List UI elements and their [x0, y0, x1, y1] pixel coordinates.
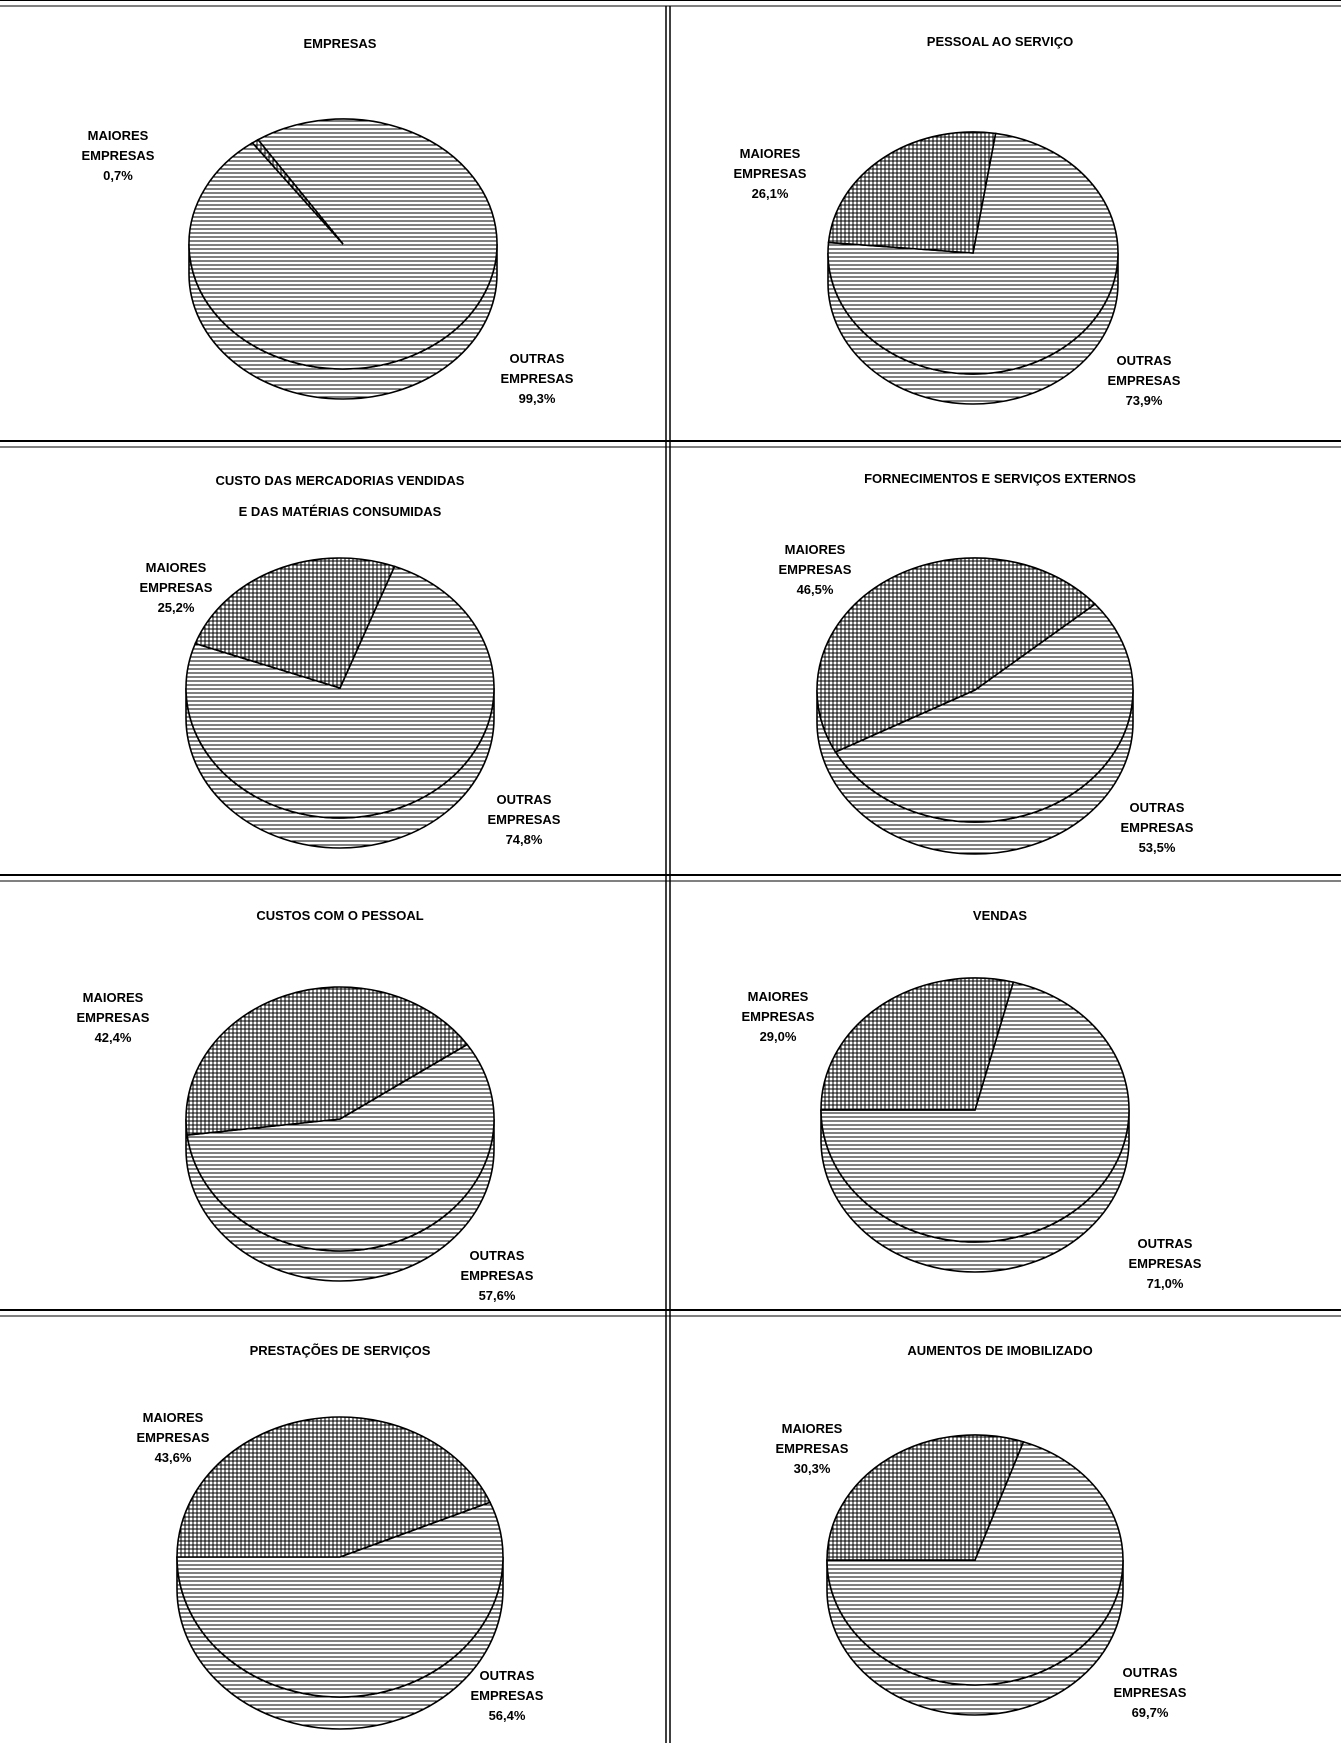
label-maiores-empresas: 25,2%: [158, 600, 195, 615]
slice-outras-empresas: [176, 1501, 504, 1698]
label-maiores-empresas: EMPRESAS: [779, 562, 852, 577]
label-outras-empresas: EMPRESAS: [1108, 373, 1181, 388]
panel-title: AUMENTOS DE IMOBILIZADO: [907, 1343, 1092, 1358]
label-maiores-empresas: MAIORES: [740, 146, 801, 161]
slice-outras-empresas: [834, 603, 1134, 823]
pie-panel: CUSTO DAS MERCADORIAS VENDIDAS E DAS MATÉ…: [140, 473, 561, 849]
slice-maiores-empresas: [820, 977, 1015, 1111]
label-outras-empresas: OUTRAS: [1130, 800, 1185, 815]
pie-panel: FORNECIMENTOS E SERVIÇOS EXTERNOS MAIORES…: [779, 471, 1194, 855]
label-outras-empresas: 71,0%: [1147, 1276, 1184, 1291]
label-maiores-empresas: 26,1%: [752, 186, 789, 201]
label-outras-empresas: 57,6%: [479, 1288, 516, 1303]
pie-panel: CUSTOS COM O PESSOAL MAIORES EMPRESAS 42,4%…: [77, 908, 534, 1303]
label-outras-empresas: OUTRAS: [1138, 1236, 1193, 1251]
slice-outras-empresas: [186, 1043, 495, 1252]
label-maiores-empresas: 0,7%: [103, 168, 133, 183]
slice-maiores-empresas: [826, 1434, 1025, 1561]
label-maiores-empresas: 43,6%: [155, 1450, 192, 1465]
label-maiores-empresas: MAIORES: [748, 989, 809, 1004]
panel-title: PESSOAL AO SERVIÇO: [927, 34, 1073, 49]
label-maiores-empresas: MAIORES: [143, 1410, 204, 1425]
panel-title: VENDAS: [973, 908, 1028, 923]
label-maiores-empresas: 46,5%: [797, 582, 834, 597]
label-outras-empresas: 74,8%: [506, 832, 543, 847]
panel-title: PRESTAÇÕES DE SERVIÇOS: [250, 1343, 431, 1358]
label-maiores-empresas: EMPRESAS: [137, 1430, 210, 1445]
label-outras-empresas: EMPRESAS: [461, 1268, 534, 1283]
label-maiores-empresas: EMPRESAS: [734, 166, 807, 181]
label-outras-empresas: OUTRAS: [510, 351, 565, 366]
label-maiores-empresas: EMPRESAS: [776, 1441, 849, 1456]
slice-outras-empresas: [820, 981, 1130, 1243]
slice-maiores-empresas: [251, 138, 344, 245]
label-outras-empresas: 69,7%: [1132, 1705, 1169, 1720]
slice-maiores-empresas: [194, 557, 396, 689]
slice-outras-empresas: [826, 1440, 1124, 1686]
label-maiores-empresas: MAIORES: [88, 128, 149, 143]
pie-panel: PESSOAL AO SERVIÇO MAIORES EMPRESAS 26,1% OU…: [734, 34, 1181, 408]
label-outras-empresas: 99,3%: [519, 391, 556, 406]
label-outras-empresas: OUTRAS: [1123, 1665, 1178, 1680]
panel-title: EMPRESAS: [304, 36, 377, 51]
label-maiores-empresas: 30,3%: [794, 1461, 831, 1476]
panel-title: FORNECIMENTOS E SERVIÇOS EXTERNOS: [864, 471, 1136, 486]
label-outras-empresas: 56,4%: [489, 1708, 526, 1723]
label-maiores-empresas: MAIORES: [83, 990, 144, 1005]
pie-panel: PRESTAÇÕES DE SERVIÇOS MAIORES EMPRESAS 43,…: [137, 1343, 544, 1730]
label-maiores-empresas: 42,4%: [95, 1030, 132, 1045]
slice-maiores-empresas: [185, 986, 469, 1136]
label-outras-empresas: OUTRAS: [497, 792, 552, 807]
panel-title: CUSTOS COM O PESSOAL: [256, 908, 423, 923]
label-maiores-empresas: MAIORES: [782, 1421, 843, 1436]
label-maiores-empresas: EMPRESAS: [82, 148, 155, 163]
label-outras-empresas: EMPRESAS: [1121, 820, 1194, 835]
slice-outras-empresas: [185, 565, 495, 819]
label-outras-empresas: EMPRESAS: [501, 371, 574, 386]
slice-maiores-empresas: [816, 557, 1097, 753]
label-maiores-empresas: 29,0%: [760, 1029, 797, 1044]
panels: EMPRESAS MAIORES EMPRESAS 0,7% OUTRAS EMPRESA…: [77, 34, 1202, 1730]
label-outras-empresas: 73,9%: [1126, 393, 1163, 408]
label-outras-empresas: EMPRESAS: [1114, 1685, 1187, 1700]
label-outras-empresas: OUTRAS: [1117, 353, 1172, 368]
slice-maiores-empresas: [827, 131, 997, 254]
label-maiores-empresas: EMPRESAS: [77, 1010, 150, 1025]
panel-title: E DAS MATÉRIAS CONSUMIDAS: [239, 504, 442, 519]
label-outras-empresas: OUTRAS: [480, 1668, 535, 1683]
label-maiores-empresas: EMPRESAS: [140, 580, 213, 595]
panel-title: CUSTO DAS MERCADORIAS VENDIDAS: [216, 473, 465, 488]
label-outras-empresas: OUTRAS: [470, 1248, 525, 1263]
label-maiores-empresas: EMPRESAS: [742, 1009, 815, 1024]
pie-panel: AUMENTOS DE IMOBILIZADO MAIORES EMPRESAS 30…: [776, 1343, 1187, 1720]
label-maiores-empresas: MAIORES: [785, 542, 846, 557]
label-outras-empresas: EMPRESAS: [488, 812, 561, 827]
pie-panel: EMPRESAS MAIORES EMPRESAS 0,7% OUTRAS EMPRESA…: [82, 36, 574, 406]
label-outras-empresas: EMPRESAS: [471, 1688, 544, 1703]
label-outras-empresas: EMPRESAS: [1129, 1256, 1202, 1271]
label-maiores-empresas: MAIORES: [146, 560, 207, 575]
pie-panel: VENDAS MAIORES EMPRESAS 29,0% OUTRAS EMPRESAS…: [742, 908, 1202, 1291]
slice-maiores-empresas: [176, 1416, 492, 1558]
label-outras-empresas: 53,5%: [1139, 840, 1176, 855]
